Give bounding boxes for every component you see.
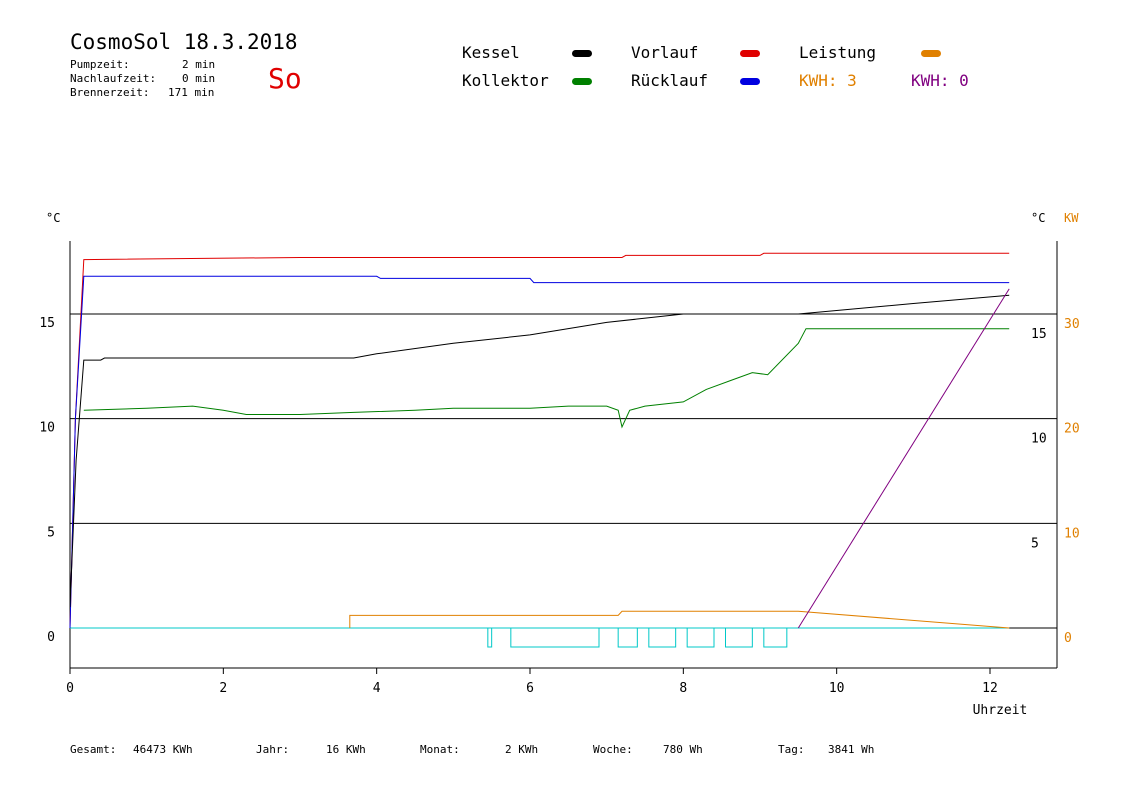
stat-woche-label: Woche:: [593, 743, 633, 756]
legend-vorlauf-label: Vorlauf: [631, 43, 699, 62]
stat-monat-value: 2 KWh: [505, 743, 539, 756]
stat-gesamt-value: 46473 KWh: [133, 743, 193, 756]
y-left-tick-label: 0: [47, 630, 55, 645]
legend-ruecklauf-swatch: [740, 78, 760, 85]
nachlauf-time-label: Nachlaufzeit:: [70, 72, 157, 85]
stat-monat-label: Monat:: [420, 743, 460, 756]
stat-jahr-value: 16 KWh: [326, 743, 366, 756]
legend-kwh-other: KWH: 0: [911, 71, 969, 90]
brenner-time-value: 171 min: [168, 86, 215, 99]
legend-vorlauf-swatch: [740, 50, 760, 57]
y-right-unit: °C: [1031, 211, 1045, 225]
series-ruecklauf: [69, 275, 1010, 629]
nachlauf-time-value: 0 min: [182, 72, 216, 85]
x-axis-label: Uhrzeit: [973, 703, 1028, 718]
x-tick-label: 2: [219, 681, 227, 696]
y-kw-tick-label: 30: [1064, 317, 1080, 332]
x-tick-label: 8: [679, 681, 687, 696]
pump-interval: [648, 628, 677, 648]
legend-kwh-solar: KWH: 3: [799, 71, 857, 90]
y-left-tick-label: 10: [39, 421, 55, 436]
y-right-tick-label: 15: [1031, 327, 1047, 342]
pump-time-value: 2 min: [182, 58, 216, 71]
legend-kessel-swatch: [572, 50, 592, 57]
pump-interval: [510, 628, 600, 648]
y-kw-tick-label: 20: [1064, 422, 1080, 437]
stat-gesamt-label: Gesamt:: [70, 743, 117, 756]
x-tick-label: 0: [66, 681, 74, 696]
series-leistung: [349, 610, 1010, 629]
y-left-unit: °C: [46, 211, 60, 225]
stat-tag-label: Tag:: [778, 743, 805, 756]
pump-time-label: Pumpzeit:: [70, 58, 130, 71]
pump-interval: [686, 628, 715, 648]
stat-jahr-label: Jahr:: [256, 743, 290, 756]
legend-leistung-swatch: [921, 50, 941, 57]
x-tick-label: 6: [526, 681, 534, 696]
legend-ruecklauf-label: Rücklauf: [631, 71, 709, 90]
series-kessel: [69, 294, 1010, 608]
y-right-tick-label: 5: [1031, 536, 1039, 551]
series-kollektor: [83, 328, 1010, 429]
y-kw-tick-label: 10: [1064, 526, 1080, 541]
y-left-tick-label: 15: [39, 316, 55, 331]
y-kw-tick-label: 0: [1064, 631, 1072, 646]
pump-interval: [487, 628, 493, 648]
y-left-tick-label: 5: [47, 525, 55, 540]
x-tick-label: 4: [373, 681, 381, 696]
pump-interval: [763, 628, 788, 648]
stat-woche-value: 780 Wh: [663, 743, 703, 756]
y-kw-unit: KW: [1064, 211, 1079, 225]
legend-kessel-label: Kessel: [462, 43, 520, 62]
series-kwh2: [797, 288, 1010, 629]
legend-leistung-label: Leistung: [799, 43, 877, 62]
stat-tag-value: 3841 Wh: [828, 743, 875, 756]
legend-kollektor-swatch: [572, 78, 592, 85]
page-title: CosmoSol 18.3.2018: [70, 30, 298, 54]
series-vorlauf: [69, 252, 1010, 629]
pump-interval: [617, 628, 638, 648]
y-right-tick-label: 10: [1031, 432, 1047, 447]
brenner-time-label: Brennerzeit:: [70, 86, 150, 99]
pump-interval: [725, 628, 753, 648]
x-tick-label: 10: [829, 681, 845, 696]
x-tick-label: 12: [982, 681, 998, 696]
weekday-label: So: [268, 62, 302, 95]
legend-kollektor-label: Kollektor: [462, 71, 549, 90]
